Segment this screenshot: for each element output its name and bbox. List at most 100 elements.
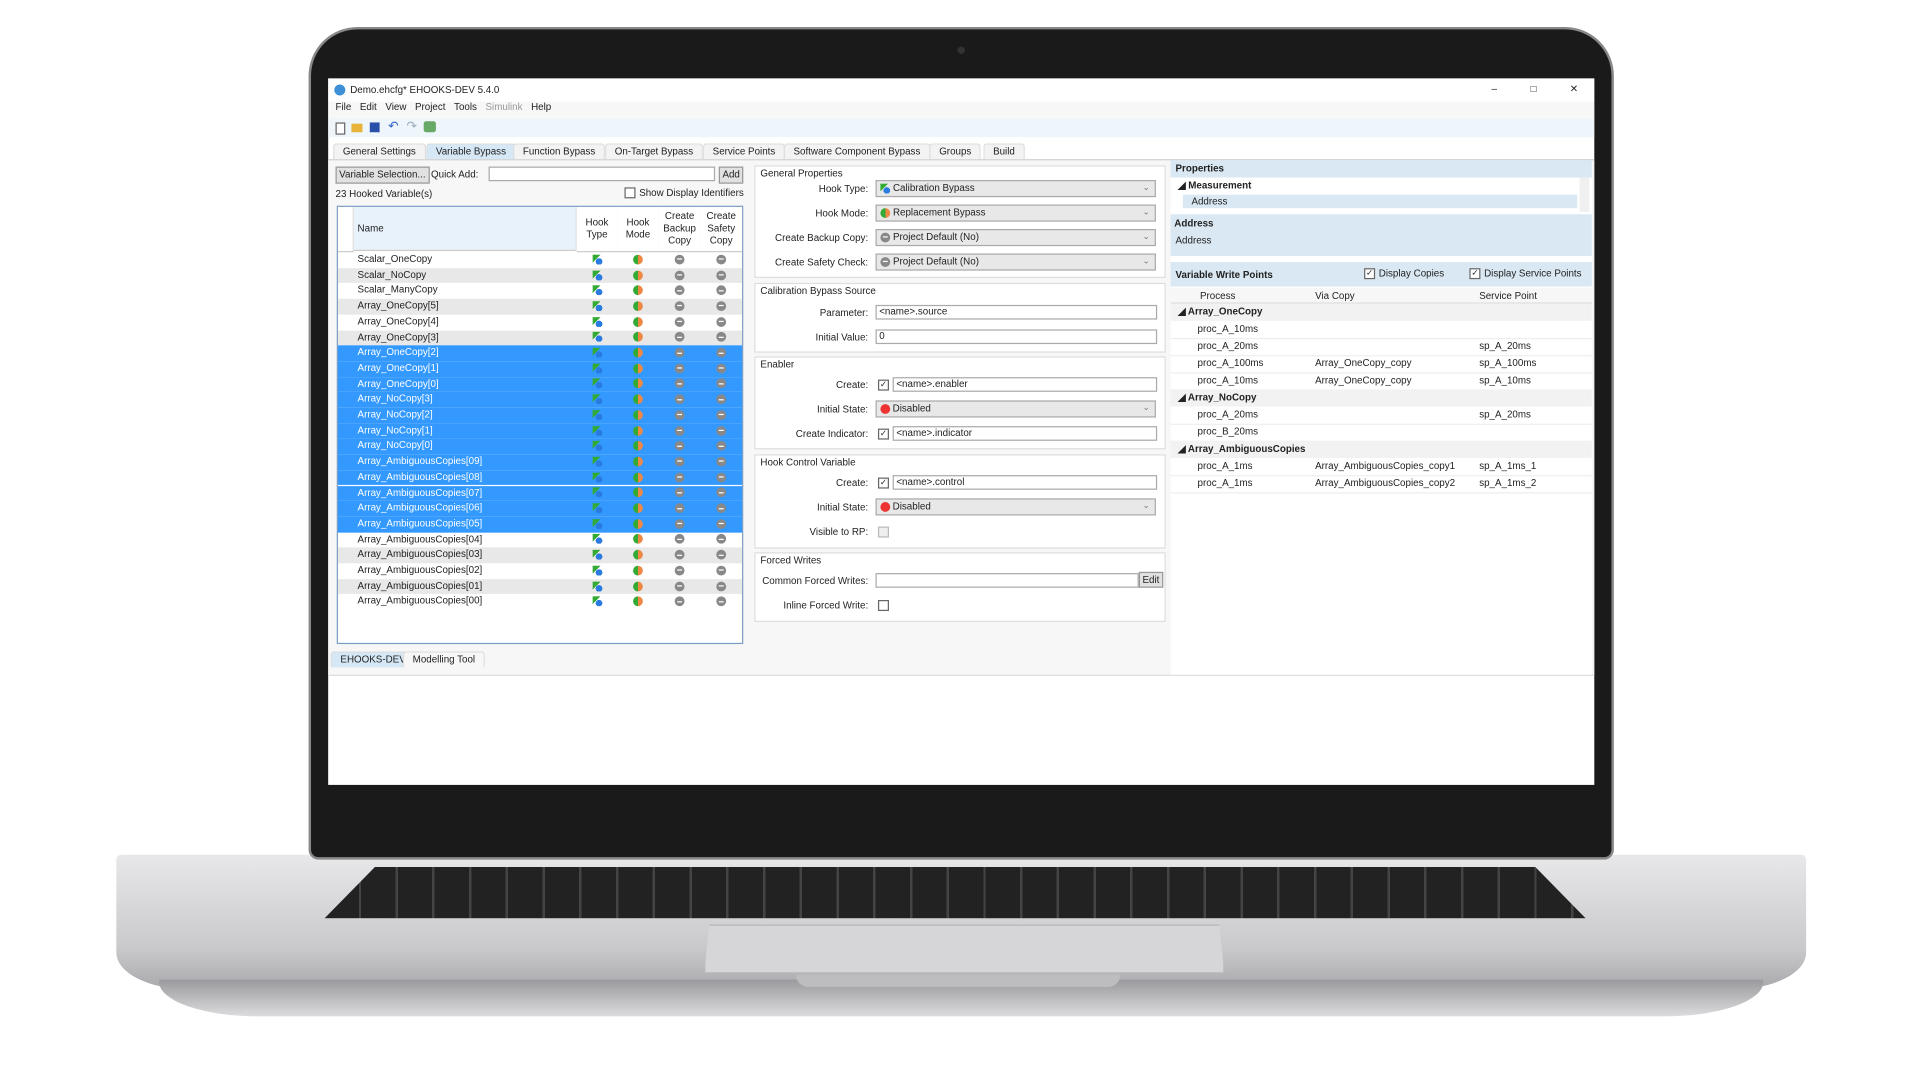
write-point-row[interactable]: proc_A_10ms Array_OneCopy_copy sp_A_10ms [1170,372,1592,391]
safety-copy-icon [700,548,742,564]
initial-value-input[interactable]: 0 [875,329,1158,345]
visible-to-rp-checkbox[interactable] [877,526,889,538]
category-label: Measurement [1188,180,1252,192]
control-name-input[interactable]: <name>.control [892,475,1158,490]
table-row[interactable]: Array_NoCopy[1] [337,423,743,439]
open-icon[interactable] [351,123,363,133]
tab-software-component-bypass[interactable]: Software Component Bypass [783,143,931,160]
table-row[interactable]: Array_OneCopy[5] [337,298,743,315]
backup-copy-icon [659,361,701,377]
table-row[interactable]: Scalar_ManyCopy [338,283,742,299]
tab-groups[interactable]: Groups [929,143,982,160]
write-point-group[interactable]: ◢ Array_AmbiguousCopies [1170,440,1592,458]
table-row[interactable]: Array_OneCopy[2] [337,345,743,362]
menu-file[interactable]: File [335,101,352,113]
write-point-row[interactable]: proc_A_100ms Array_OneCopy_copy sp_A_100… [1170,355,1592,374]
expand-icon: ◢ [1177,306,1186,318]
tab-general-settings[interactable]: General Settings [333,143,426,160]
write-point-row[interactable]: proc_A_1ms Array_AmbiguousCopies_copy2 s… [1170,475,1592,494]
hook-mode-icon [617,299,659,315]
table-row[interactable]: Array_NoCopy[3] [337,392,743,408]
display-service-points-checkbox[interactable]: ✓ [1469,268,1481,280]
column-hook-type[interactable]: Hook Type [576,206,619,253]
write-point-row[interactable]: proc_A_1ms Array_AmbiguousCopies_copy1 s… [1170,458,1592,477]
table-row[interactable]: Scalar_NoCopy [337,267,743,284]
menu-tools[interactable]: Tools [454,101,477,113]
column-hook-mode[interactable]: Hook Mode [617,206,661,253]
enabler-create-checkbox[interactable]: ✓ [877,379,889,391]
column-create-safety-copy[interactable]: Create Safety Copy [700,206,743,253]
table-row[interactable]: Array_AmbiguousCopies[07] [337,485,743,502]
table-row[interactable]: Array_AmbiguousCopies[05] [337,516,743,533]
minimize-button[interactable]: – [1491,83,1497,95]
column-service-point[interactable]: Service Point [1479,290,1537,302]
column-process[interactable]: Process [1200,290,1236,302]
write-point-row[interactable]: proc_B_20ms [1170,424,1592,443]
create-indicator-checkbox[interactable]: ✓ [877,428,889,440]
table-row[interactable]: Array_AmbiguousCopies[00] [338,594,742,610]
control-create-checkbox[interactable]: ✓ [877,477,889,489]
close-button[interactable]: ✕ [1569,83,1579,95]
write-point-row[interactable]: proc_A_20ms sp_A_20ms [1170,338,1592,357]
write-point-group[interactable]: ◢ Array_NoCopy [1170,389,1592,407]
build-icon[interactable] [423,121,436,133]
quick-add-input[interactable] [488,166,716,182]
safety-check-select[interactable]: Project Default (No) ⌄ [875,253,1156,271]
new-icon[interactable] [335,122,346,135]
control-state-select[interactable]: Disabled ⌄ [875,498,1156,516]
indicator-name-input[interactable]: <name>.indicator [892,426,1158,441]
menu-edit[interactable]: Edit [359,101,377,113]
add-button[interactable]: Add [718,166,744,184]
redo-icon[interactable]: ↷ [406,120,417,134]
backup-copy-select[interactable]: Project Default (No) ⌄ [875,228,1156,247]
tab-build[interactable]: Build [983,143,1025,160]
table-row[interactable]: Scalar_OneCopy [338,252,742,268]
table-row[interactable]: Array_AmbiguousCopies[02] [338,563,742,579]
category-measurement[interactable]: ◢ Measurement [1177,180,1252,192]
table-row[interactable]: Array_NoCopy[0] [337,438,743,455]
table-row[interactable]: Array_OneCopy[1] [337,361,743,377]
table-row[interactable]: Array_AmbiguousCopies[03] [337,547,743,564]
table-row[interactable]: Array_NoCopy[2] [337,407,743,424]
enabler-name-input[interactable]: <name>.enabler [892,377,1158,392]
write-point-group[interactable]: ◢ Array_OneCopy [1170,303,1592,321]
menu-view[interactable]: View [385,101,407,113]
tab-modelling-tool[interactable]: Modelling Tool [402,651,485,668]
menu-simulink[interactable]: Simulink [485,101,523,113]
table-row[interactable]: Array_AmbiguousCopies[04] [338,532,742,548]
inline-forced-write-checkbox[interactable] [877,600,889,612]
edit-button[interactable]: Edit [1138,571,1164,588]
menu-project[interactable]: Project [414,101,446,113]
tab-service-points[interactable]: Service Points [702,143,786,160]
tab-variable-bypass[interactable]: Variable Bypass [426,143,516,160]
table-row[interactable]: Array_AmbiguousCopies[08] [337,469,743,486]
table-row[interactable]: Array_AmbiguousCopies[01] [337,578,743,595]
display-copies-checkbox[interactable]: ✓ [1364,268,1376,280]
hook-mode-select[interactable]: Replacement Bypass ⌄ [875,204,1156,222]
tab-on-target-bypass[interactable]: On-Target Bypass [604,143,703,160]
table-row[interactable]: Array_OneCopy[4] [338,314,742,330]
service-point-cell: sp_A_20ms [1479,408,1531,421]
table-row[interactable]: Array_AmbiguousCopies[09] [337,454,743,470]
show-display-identifiers-checkbox[interactable] [624,187,636,199]
table-row[interactable]: Array_OneCopy[0] [337,376,743,393]
write-point-row[interactable]: proc_A_10ms [1170,321,1592,340]
hook-type-select[interactable]: Calibration Bypass ⌄ [875,180,1156,198]
column-via-copy[interactable]: Via Copy [1315,290,1355,302]
table-row[interactable]: Array_OneCopy[3] [337,330,743,346]
parameter-input[interactable]: <name>.source [875,304,1158,320]
column-name[interactable]: Name [353,206,577,252]
enabler-state-select[interactable]: Disabled ⌄ [875,400,1156,418]
menu-help[interactable]: Help [531,101,552,113]
common-forced-writes-input[interactable] [875,573,1139,588]
write-point-row[interactable]: proc_A_20ms sp_A_20ms [1170,407,1592,425]
save-icon[interactable] [369,122,380,133]
column-create-backup-copy[interactable]: Create Backup Copy [658,206,702,253]
tab-function-bypass[interactable]: Function Bypass [513,143,606,160]
property-address[interactable]: Address [1182,194,1578,209]
property-scrollbar[interactable] [1579,177,1590,212]
undo-icon[interactable]: ↶ [388,120,399,134]
maximize-button[interactable]: □ [1530,83,1537,95]
table-row[interactable]: Array_AmbiguousCopies[06] [337,501,743,517]
variable-selection-button[interactable]: Variable Selection... [335,166,430,184]
